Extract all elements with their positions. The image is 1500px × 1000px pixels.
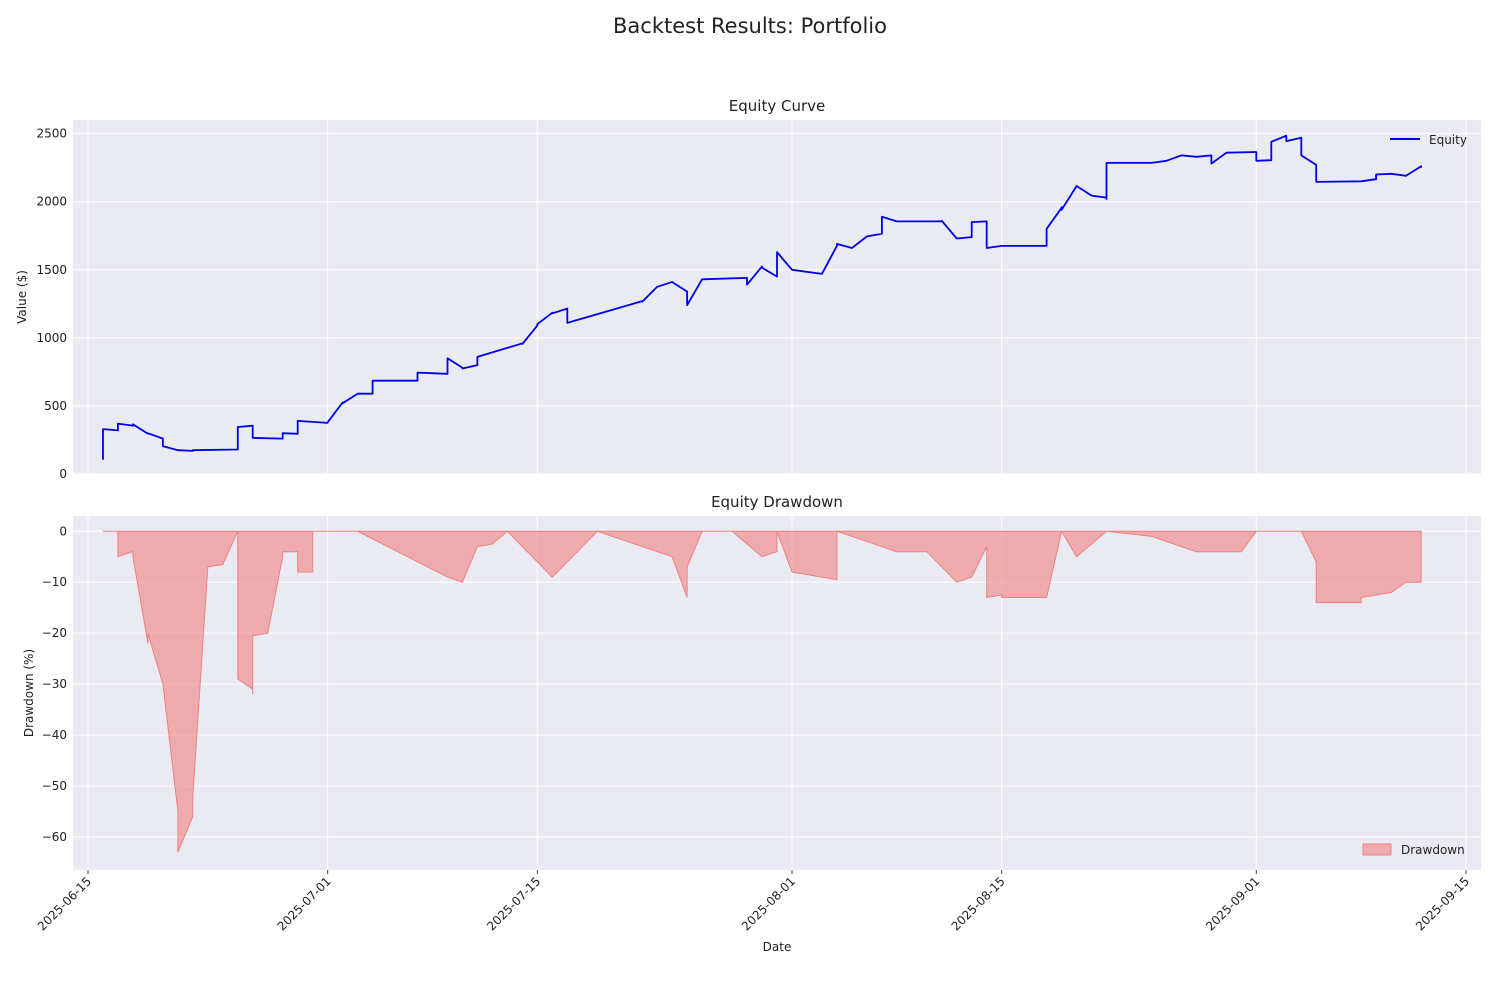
drawdown-legend-swatch <box>1362 843 1392 856</box>
equity-y-tick-label: 2000 <box>36 195 67 209</box>
equity-legend-label: Equity <box>1429 133 1467 147</box>
equity-curve-panel: 0 500 1000 1500 2000 2500 Equity Curve Value ($… <box>15 97 1481 481</box>
drawdown-y-tick-label: 0 <box>59 524 67 538</box>
figure-title: Backtest Results: Portfolio <box>613 14 887 38</box>
x-tick-label: 2025-08-01 <box>739 874 798 933</box>
equity-plot-area <box>73 120 1481 474</box>
drawdown-y-tick-label: −20 <box>42 626 67 640</box>
equity-title: Equity Curve <box>729 97 825 115</box>
drawdown-series-area <box>103 529 1422 853</box>
x-tick-label: 2025-07-15 <box>484 874 543 933</box>
x-axis-label: Date <box>763 940 792 954</box>
drawdown-y-tick-label: −10 <box>42 575 67 589</box>
drawdown-y-tick-label: −60 <box>42 830 67 844</box>
x-tick-label: 2025-09-01 <box>1203 874 1262 933</box>
drawdown-plot-area <box>73 516 1481 870</box>
equity-y-tick-label: 2500 <box>36 127 67 141</box>
drawdown-y-tick-label: −30 <box>42 677 67 691</box>
equity-y-axis-label: Value ($) <box>15 270 29 324</box>
x-tick-label: 2025-06-15 <box>35 874 94 933</box>
x-tick-label: 2025-09-15 <box>1413 874 1472 933</box>
drawdown-y-tick-label: −50 <box>42 779 67 793</box>
equity-y-tick-label: 1500 <box>36 263 67 277</box>
drawdown-legend-label: Drawdown <box>1401 843 1465 857</box>
drawdown-y-axis-label: Drawdown (%) <box>22 649 36 737</box>
equity-series-line <box>102 134 1422 460</box>
x-tick-label: 2025-08-15 <box>949 874 1008 933</box>
equity-y-tick-label: 1000 <box>36 331 67 345</box>
equity-y-tick-label: 500 <box>44 399 67 413</box>
drawdown-title: Equity Drawdown <box>711 493 843 511</box>
x-tick-label: 2025-07-01 <box>275 874 334 933</box>
equity-y-tick-label: 0 <box>59 467 67 481</box>
drawdown-panel: 0 −10 −20 −30 −40 −50 −60 Equity Drawdown Drawdo… <box>22 493 1481 954</box>
drawdown-y-tick-label: −40 <box>42 728 67 742</box>
